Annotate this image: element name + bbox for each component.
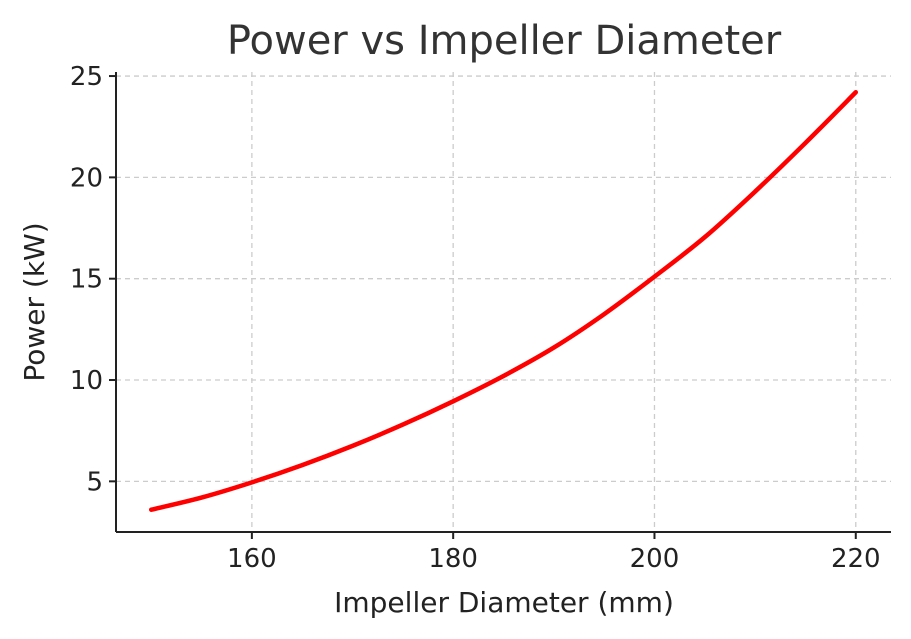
x-tick-label: 220: [831, 544, 881, 574]
chart-title: Power vs Impeller Diameter: [227, 18, 782, 64]
x-tick-label: 180: [428, 544, 478, 574]
y-axis-label: Power (kW): [18, 222, 51, 381]
y-tick-label: 5: [86, 467, 103, 497]
y-tick-label: 25: [70, 62, 103, 92]
x-axis-label: Impeller Diameter (mm): [334, 586, 674, 619]
power-series-line: [148, 90, 859, 512]
ticks-layer: 160 180 200 220 5 10 15 20 25: [70, 62, 881, 574]
y-tick-label: 10: [70, 366, 103, 396]
grid-layer: [116, 72, 891, 532]
axes-layer: [115, 72, 891, 533]
y-tick-label: 15: [70, 265, 103, 295]
x-tick-label: 200: [630, 544, 680, 574]
x-tick-label: 160: [227, 544, 277, 574]
series-layer: [148, 90, 859, 512]
y-tick-label: 20: [70, 163, 103, 193]
